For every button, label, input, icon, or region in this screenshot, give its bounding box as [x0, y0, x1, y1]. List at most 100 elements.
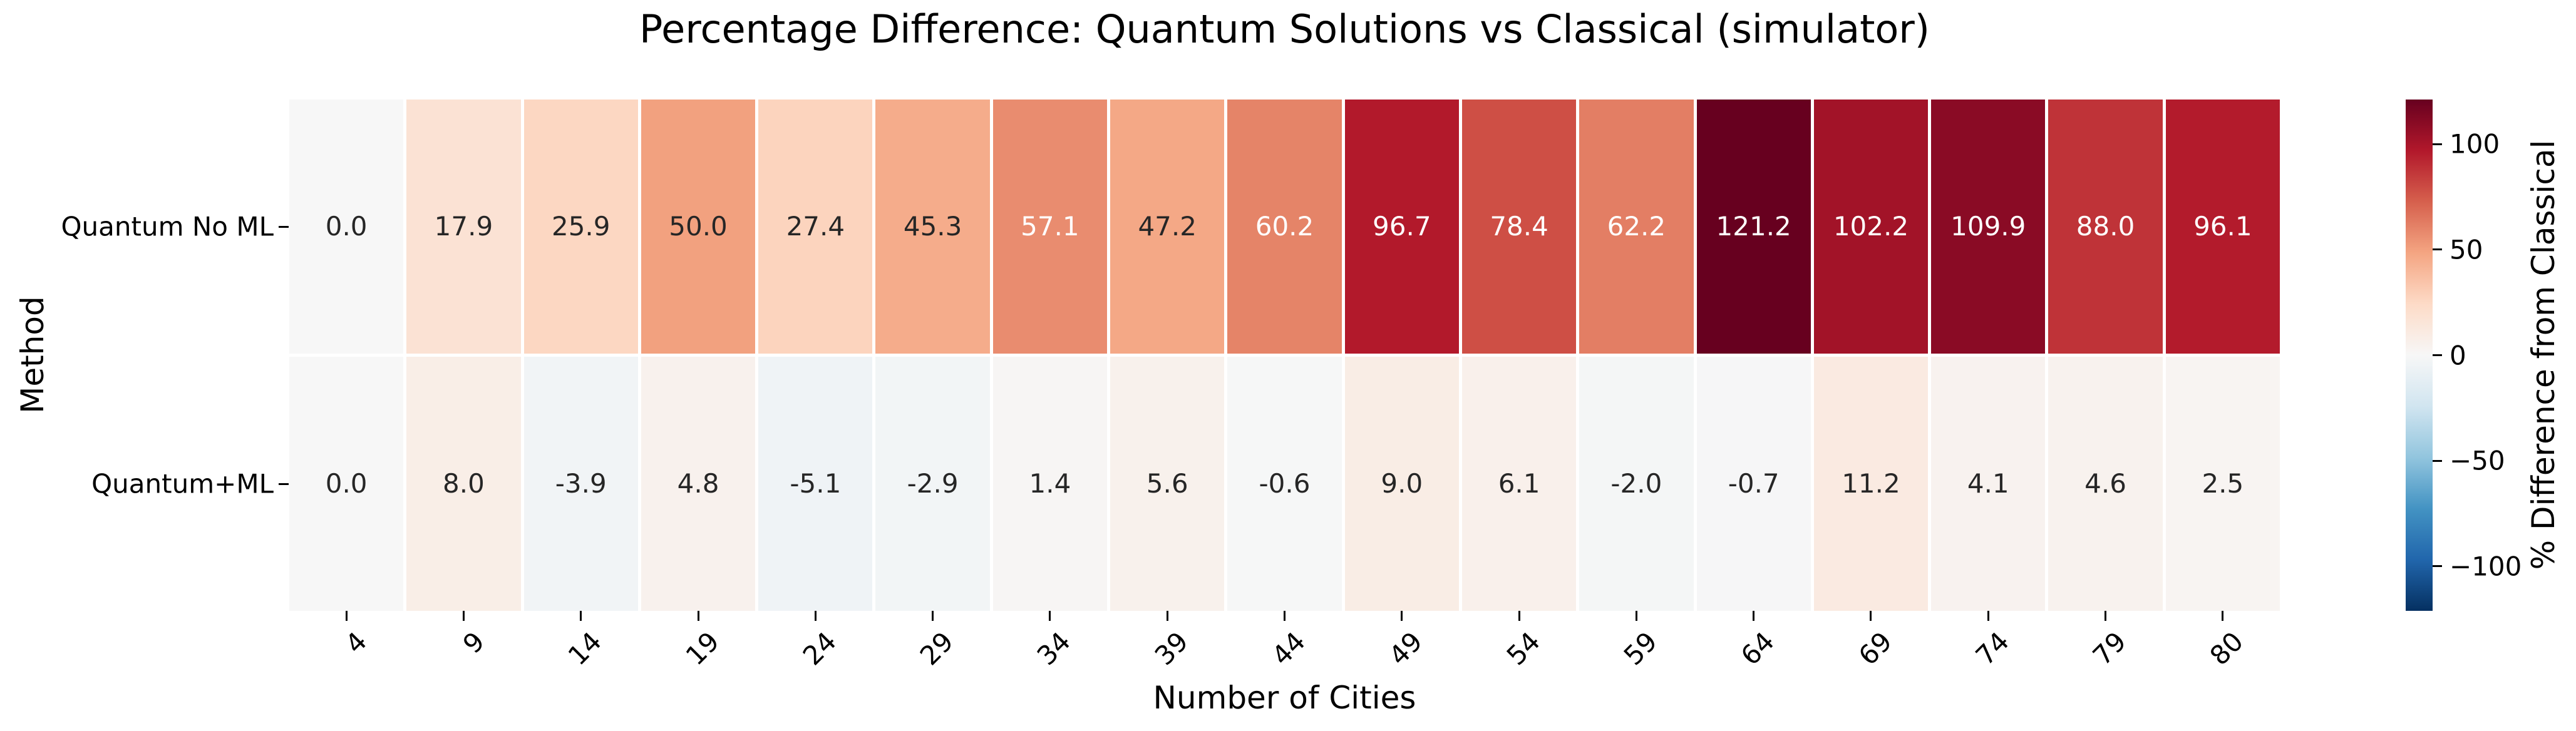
- heatmap-cell: 4.6: [2048, 357, 2163, 611]
- x-tick: [814, 611, 817, 621]
- cell-value: -2.9: [907, 468, 959, 499]
- x-tick-label: 14: [562, 626, 608, 672]
- cell-value: 5.6: [1146, 468, 1188, 499]
- y-axis-title: Method: [14, 296, 51, 414]
- x-tick-label: 34: [1031, 626, 1077, 672]
- cell-value: -2.0: [1610, 468, 1662, 499]
- cell-value: 88.0: [2076, 211, 2135, 242]
- x-tick: [462, 611, 465, 621]
- heatmap-cell: -0.6: [1227, 357, 1342, 611]
- heatmap-cell: -3.9: [523, 357, 638, 611]
- cell-value: 6.1: [1498, 468, 1540, 499]
- x-tick-label: 54: [1500, 626, 1546, 672]
- colorbar-tick-label: −100: [2450, 551, 2522, 582]
- x-tick-label: 29: [914, 626, 960, 672]
- colorbar-tick-label: 50: [2450, 234, 2483, 265]
- x-tick-label: 44: [1265, 626, 1312, 672]
- x-tick-label: 4: [339, 626, 373, 660]
- heatmap-cell: 47.2: [1110, 100, 1225, 354]
- x-tick: [1401, 611, 1403, 621]
- heatmap-cell: 17.9: [406, 100, 521, 354]
- row-label: Quantum No ML: [61, 211, 274, 242]
- x-tick: [932, 611, 934, 621]
- row-label: Quantum+ML: [91, 468, 274, 499]
- x-tick: [580, 611, 582, 621]
- cell-value: 109.9: [1950, 211, 2026, 242]
- cell-value: -3.9: [555, 468, 607, 499]
- cell-value: 0.0: [325, 468, 368, 499]
- x-tick: [1284, 611, 1285, 621]
- cell-value: 11.2: [1842, 468, 1900, 499]
- y-tick: [279, 225, 289, 228]
- x-tick-label: 39: [1148, 626, 1194, 672]
- x-tick-label: 9: [456, 626, 491, 660]
- x-tick-label: 80: [2204, 626, 2250, 672]
- heatmap-cell: 109.9: [1931, 100, 2046, 354]
- chart-title: Percentage Difference: Quantum Solutions…: [639, 6, 1930, 52]
- heatmap-cell: -5.1: [758, 357, 873, 611]
- x-tick: [697, 611, 699, 621]
- heatmap-cell: 0.0: [289, 357, 404, 611]
- cell-value: 96.1: [2193, 211, 2252, 242]
- colorbar-tick: [2433, 248, 2442, 251]
- cell-value: 1.4: [1029, 468, 1071, 499]
- colorbar-title: % Difference from Classical: [2525, 140, 2562, 570]
- colorbar-tick-label: 0: [2450, 340, 2466, 371]
- cell-value: 78.4: [1490, 211, 1548, 242]
- colorbar-tick: [2433, 565, 2442, 568]
- heatmap-cell: 57.1: [992, 100, 1108, 354]
- heatmap-cell: 4.8: [641, 357, 756, 611]
- heatmap-cell: 78.4: [1461, 100, 1577, 354]
- cell-value: 96.7: [1373, 211, 1431, 242]
- heatmap-cell: 45.3: [875, 100, 990, 354]
- heatmap-cell: 88.0: [2048, 100, 2163, 354]
- cell-value: 4.8: [677, 468, 719, 499]
- heatmap-cell: 50.0: [641, 100, 756, 354]
- heatmap-cell: -0.7: [1696, 357, 1811, 611]
- cell-value: 8.0: [443, 468, 485, 499]
- cell-value: 50.0: [669, 211, 728, 242]
- x-tick-label: 79: [2086, 626, 2133, 672]
- x-tick-label: 24: [796, 626, 842, 672]
- x-tick-label: 19: [679, 626, 725, 672]
- cell-value: -5.1: [790, 468, 842, 499]
- colorbar-tick: [2433, 354, 2442, 356]
- heatmap-cell: 2.5: [2165, 357, 2280, 611]
- cell-value: 25.9: [551, 211, 611, 242]
- colorbar-tick: [2433, 459, 2442, 462]
- cell-value: 45.3: [903, 211, 962, 242]
- cell-value: 9.0: [1381, 468, 1423, 499]
- colorbar-tick: [2433, 143, 2442, 145]
- heatmap-cell: 9.0: [1344, 357, 1459, 611]
- heatmap-cell: 96.1: [2165, 100, 2280, 354]
- x-tick: [2222, 611, 2224, 621]
- cell-value: 2.5: [2202, 468, 2244, 499]
- cell-value: -0.7: [1728, 468, 1780, 499]
- cell-value: 57.1: [1021, 211, 1079, 242]
- x-tick: [1753, 611, 1755, 621]
- cell-value: 27.4: [786, 211, 845, 242]
- cell-value: 4.1: [1967, 468, 2009, 499]
- x-tick: [1635, 611, 1637, 621]
- heatmap-cell: 27.4: [758, 100, 873, 354]
- heatmap-cell: 11.2: [1813, 357, 1929, 611]
- heatmap-cell: 25.9: [523, 100, 638, 354]
- heatmap-cell: 5.6: [1110, 357, 1225, 611]
- heatmap-cell: 121.2: [1696, 100, 1811, 354]
- heatmap-cell: -2.9: [875, 357, 990, 611]
- heatmap-cell: 62.2: [1579, 100, 1694, 354]
- heatmap-cell: 8.0: [406, 357, 521, 611]
- heatmap-cell: 102.2: [1813, 100, 1929, 354]
- heatmap-cell: -2.0: [1579, 357, 1694, 611]
- x-tick-label: 64: [1734, 626, 1781, 672]
- heatmap-cell: 96.7: [1344, 100, 1459, 354]
- x-tick: [2105, 611, 2107, 621]
- x-tick: [1166, 611, 1168, 621]
- colorbar-gradient: [2406, 100, 2433, 611]
- y-tick: [279, 483, 289, 485]
- cell-value: 4.6: [2084, 468, 2126, 499]
- heatmap-grid: 0.0 17.9 25.9 50.0 27.4 45.3 57.1 47.2 60.2 96.7 7…: [289, 100, 2280, 611]
- heatmap-cell: 6.1: [1461, 357, 1577, 611]
- cell-value: 60.2: [1255, 211, 1314, 242]
